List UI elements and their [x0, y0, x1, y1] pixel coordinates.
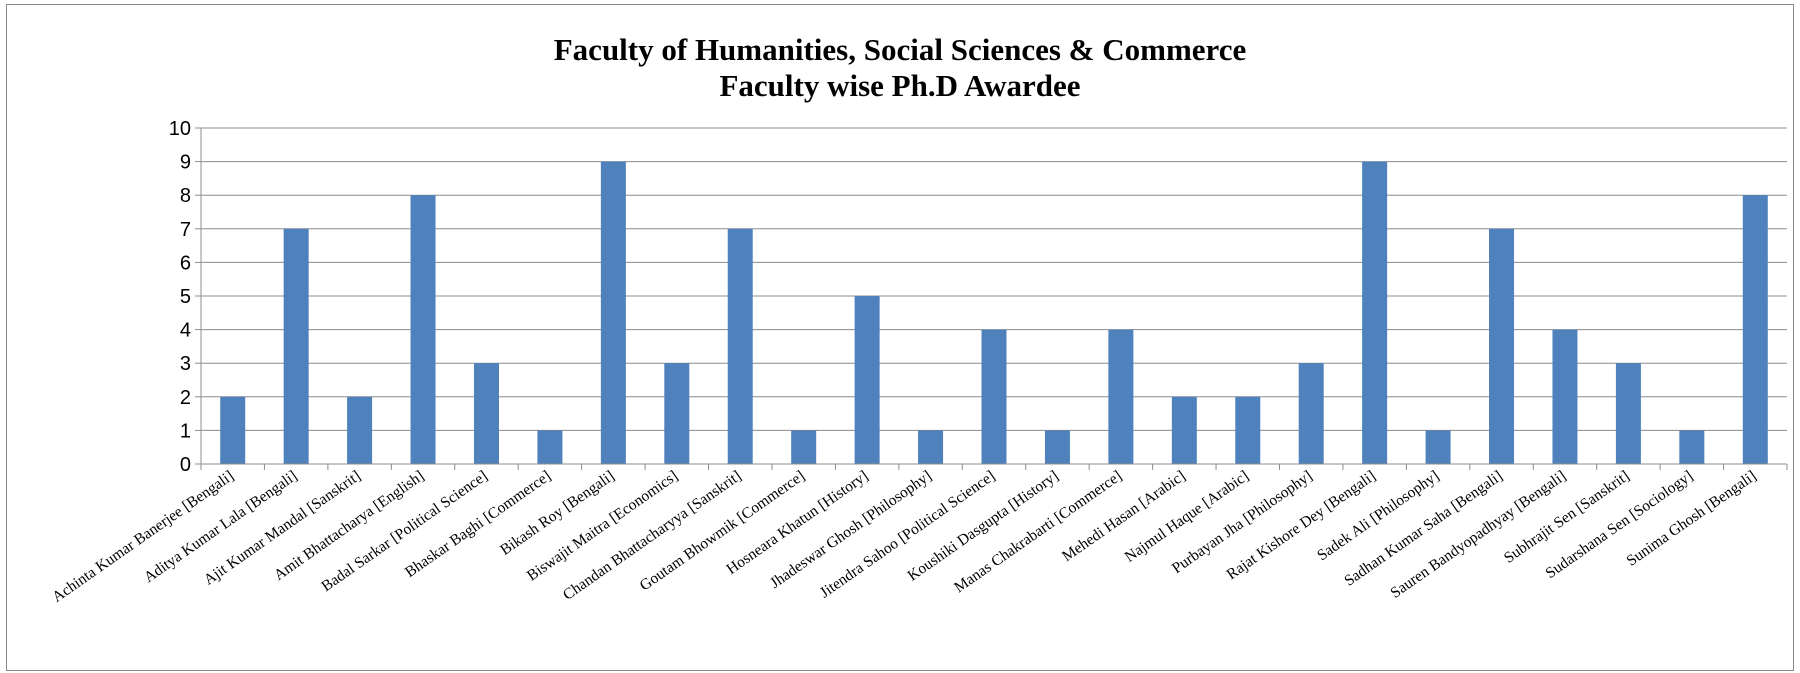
- y-tick-label: 2: [180, 387, 191, 409]
- y-tick-label: 0: [180, 454, 191, 476]
- bar: [1171, 396, 1197, 464]
- bar: [1425, 430, 1451, 464]
- y-tick-label: 5: [180, 286, 191, 308]
- bar: [1679, 430, 1705, 464]
- bar: [854, 296, 880, 464]
- bar: [410, 195, 436, 464]
- y-tick-label: 6: [180, 252, 191, 274]
- chart-title: Faculty of Humanities, Social Sciences &…: [553, 32, 1247, 67]
- bars: [220, 161, 1768, 464]
- bar: [1552, 329, 1578, 464]
- bar: [1362, 161, 1388, 464]
- chart-subtitle: Faculty wise Ph.D Awardee: [719, 68, 1081, 103]
- bar: [1044, 430, 1070, 464]
- bar: [727, 228, 753, 464]
- bar: [537, 430, 563, 464]
- bar: [1489, 228, 1515, 464]
- bar: [791, 430, 817, 464]
- axes: [195, 127, 1788, 470]
- bar: [347, 396, 373, 464]
- bar: [1108, 329, 1134, 464]
- y-tick-label: 7: [180, 219, 191, 241]
- bar: [473, 363, 499, 464]
- bar: [600, 161, 626, 464]
- bar: [283, 228, 309, 464]
- bar: [220, 396, 246, 464]
- bar: [664, 363, 690, 464]
- x-tick-label: Bikash Roy [Bengali]: [497, 467, 617, 558]
- y-tick-label: 3: [180, 353, 191, 375]
- y-tick-labels: 0 1 2 3 4 5 6 7 8 9 10: [169, 118, 191, 476]
- bar: [1615, 363, 1641, 464]
- bar: [918, 430, 944, 464]
- x-tick-labels: Achinta Kumar Banerjee [Bengali]Aditya K…: [49, 467, 1759, 606]
- y-tick-label: 10: [169, 118, 191, 140]
- y-tick-label: 4: [180, 320, 191, 342]
- y-tick-label: 8: [180, 185, 191, 207]
- y-tick-label: 1: [180, 420, 191, 442]
- bar: [1742, 195, 1768, 464]
- y-tick-label: 9: [180, 152, 191, 174]
- bar: [1298, 363, 1324, 464]
- bar: [1235, 396, 1261, 464]
- bar: [981, 329, 1007, 464]
